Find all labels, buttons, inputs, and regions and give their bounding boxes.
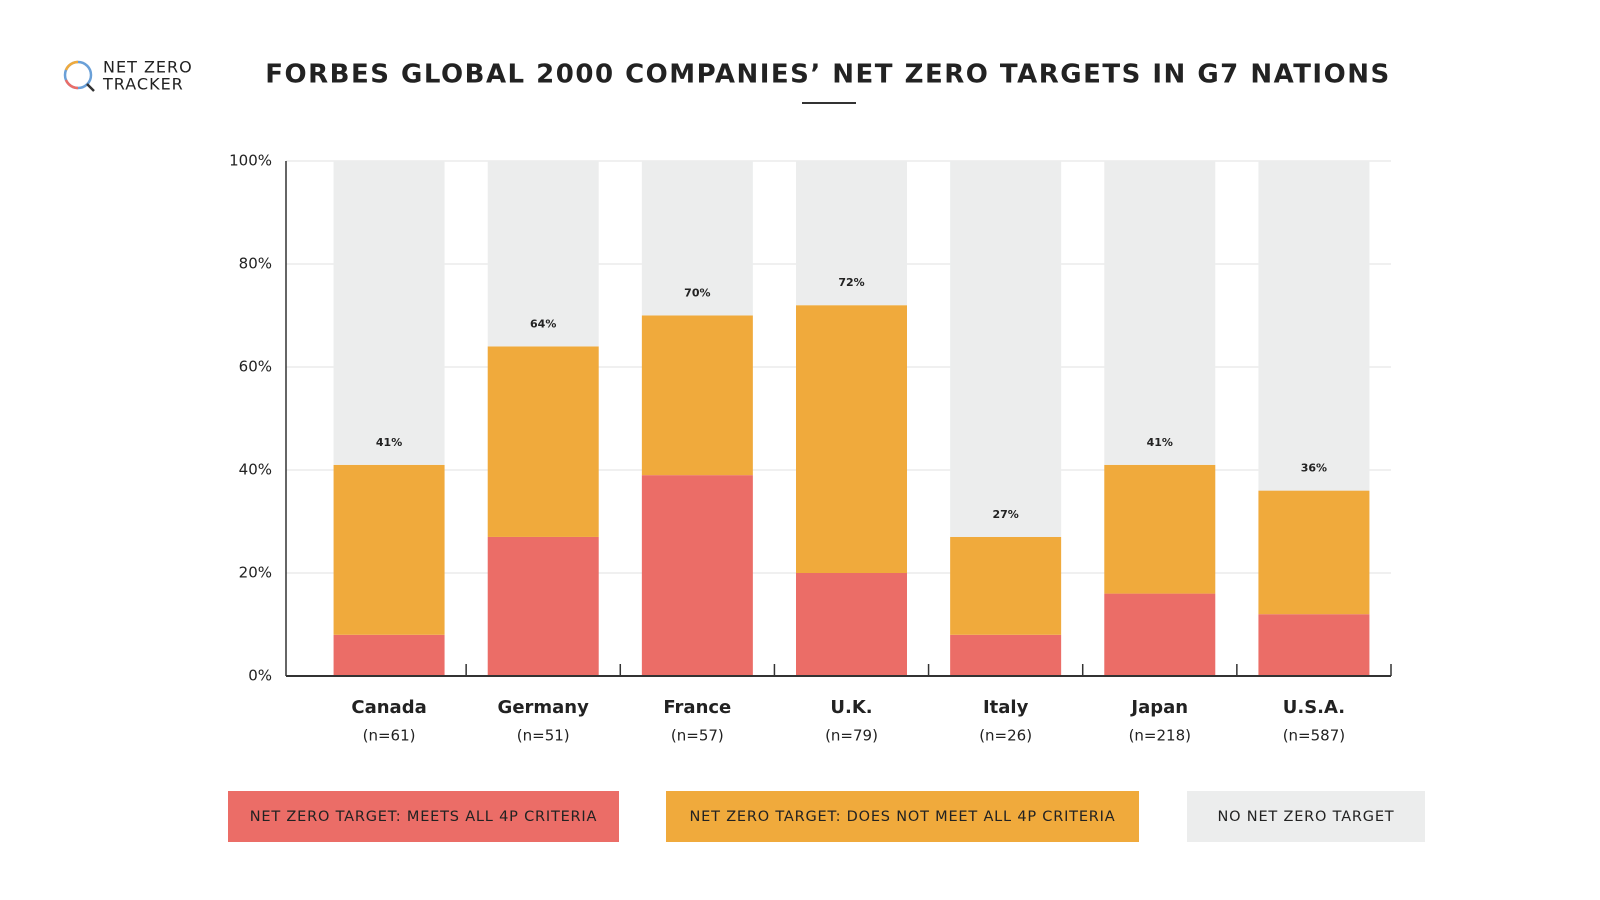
bar-segment (1258, 490, 1370, 615)
sample-size-label: (n=79) (825, 727, 878, 745)
legend-swatch (1187, 791, 1425, 842)
bar-segment (1258, 614, 1370, 676)
x-tick-label: U.S.A. (1283, 697, 1345, 718)
total-label: 72% (838, 276, 864, 289)
bar-segment (1104, 464, 1216, 594)
sample-size-label: (n=26) (979, 727, 1032, 745)
total-label: 64% (530, 317, 556, 330)
sample-size-label: (n=218) (1129, 727, 1191, 745)
sample-size-label: (n=587) (1283, 727, 1345, 745)
legend-label: NET ZERO TARGET: DOES NOT MEET ALL 4P CR… (690, 809, 1116, 825)
total-label: 36% (1301, 462, 1327, 475)
legend-item: NET ZERO TARGET: DOES NOT MEET ALL 4P CR… (666, 791, 1139, 842)
bar-segment (1104, 161, 1216, 465)
logo-text: TRACKER (102, 75, 184, 94)
legend-item: NO NET ZERO TARGET (1187, 791, 1425, 842)
total-label: 70% (684, 287, 710, 300)
legend-label: NO NET ZERO TARGET (1218, 809, 1395, 825)
legend-swatch (228, 791, 619, 842)
x-tick-label: Canada (351, 697, 426, 718)
bar-segment (333, 161, 445, 465)
total-label: 41% (1147, 436, 1173, 449)
y-tick-label: 20% (239, 564, 272, 582)
logo-arc (64, 60, 79, 71)
y-tick-label: 80% (239, 255, 272, 273)
x-tick-label: France (663, 697, 731, 718)
bar-segment (950, 634, 1062, 676)
y-tick-label: 40% (239, 461, 272, 479)
total-label: 27% (992, 508, 1018, 521)
bar-segment (641, 161, 753, 316)
chart-title: FORBES GLOBAL 2000 COMPANIES’ NET ZERO T… (265, 60, 1390, 90)
legend-item: NET ZERO TARGET: MEETS ALL 4P CRITERIA (228, 791, 619, 842)
bar-segment (487, 161, 599, 347)
x-tick-label: Germany (498, 697, 590, 718)
bar-segment (950, 161, 1062, 537)
bar-segment (333, 634, 445, 676)
bar-segment (487, 346, 599, 537)
bar-segment (796, 573, 907, 676)
bar-segment (796, 161, 907, 306)
logo-arc (64, 79, 79, 90)
logo-handle (86, 83, 95, 92)
legend-swatch (666, 791, 1139, 842)
y-tick-label: 100% (229, 152, 272, 170)
bar-segment (641, 475, 753, 676)
bar-segment (796, 305, 907, 573)
x-tick-label: Japan (1129, 697, 1188, 718)
sample-size-label: (n=57) (671, 727, 724, 745)
bar-segment (1258, 161, 1370, 491)
bar-segment (333, 464, 445, 635)
bar-segment (1104, 593, 1216, 676)
y-tick-label: 60% (239, 358, 272, 376)
x-tick-label: U.K. (830, 697, 872, 718)
legend-label: NET ZERO TARGET: MEETS ALL 4P CRITERIA (250, 809, 597, 825)
bar-segment (641, 315, 753, 476)
bar-segment (487, 536, 599, 676)
y-tick-label: 0% (248, 667, 272, 685)
logo-text: NET ZERO (103, 58, 193, 77)
logo: NET ZERO TRACKER (63, 58, 193, 94)
total-label: 41% (376, 436, 402, 449)
x-tick-label: Italy (983, 697, 1029, 718)
sample-size-label: (n=51) (517, 727, 570, 745)
sample-size-label: (n=61) (363, 727, 416, 745)
bar-segment (950, 536, 1062, 635)
